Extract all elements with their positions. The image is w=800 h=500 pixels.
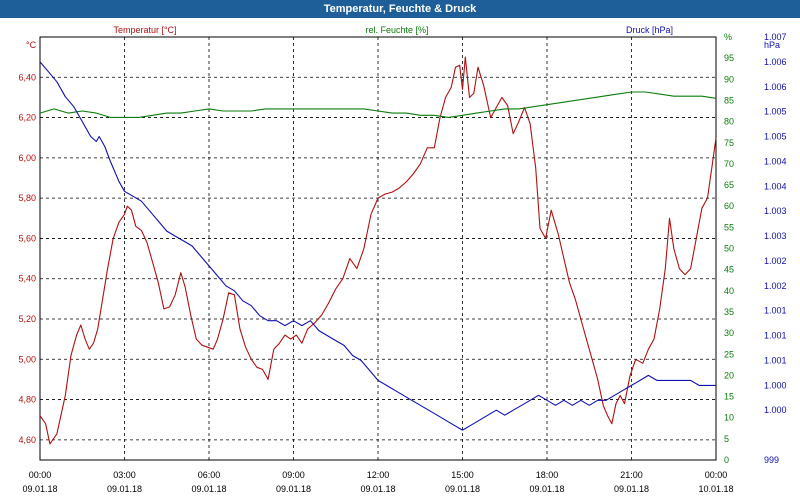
pressure-tick-label: 1.001 (764, 331, 787, 341)
pressure-tick-label: 1.000 (764, 405, 787, 415)
x-tick-time: 06:00 (198, 470, 221, 480)
temperature-tick-label: 6,40 (18, 72, 36, 82)
temperature-tick-label: 6,20 (18, 113, 36, 123)
temperature-tick-label: 5,40 (18, 274, 36, 284)
x-tick-date: 09.01.18 (276, 484, 311, 494)
pressure-tick-label: 1.006 (764, 57, 787, 67)
humidity-tick-label: 95 (724, 53, 734, 63)
temperature-tick-label: 5,60 (18, 233, 36, 243)
pressure-tick-label: 1.000 (764, 380, 787, 390)
temperature-tick-label: 5,00 (18, 354, 36, 364)
x-tick-time: 00:00 (705, 470, 728, 480)
pressure-tick-label: 1.006 (764, 82, 787, 92)
pressure-tick-label: 1.005 (764, 107, 787, 117)
temperature-series-title: Temperatur [°C] (113, 25, 176, 35)
humidity-tick-label: 60 (724, 201, 734, 211)
humidity-tick-label: 65 (724, 180, 734, 190)
x-tick-date: 09.01.18 (22, 484, 57, 494)
pressure-tick-label: 1.004 (764, 181, 787, 191)
x-tick-date: 09.01.18 (107, 484, 142, 494)
humidity-tick-label: 20 (724, 370, 734, 380)
x-tick-date: 09.01.18 (529, 484, 564, 494)
pressure-unit-label: hPa (764, 40, 780, 50)
x-tick-date: 10.01.18 (698, 484, 733, 494)
x-tick-time: 15:00 (451, 470, 474, 480)
temperature-tick-label: 4,60 (18, 435, 36, 445)
x-tick-time: 18:00 (536, 470, 559, 480)
pressure-tick-label: 1.003 (764, 231, 787, 241)
x-tick-time: 21:00 (620, 470, 643, 480)
humidity-series-line (39, 91, 717, 118)
humidity-tick-label: 15 (724, 392, 734, 402)
pressure-tick-label: 1.001 (764, 306, 787, 316)
pressure-tick-label: 1.007 (764, 32, 787, 42)
temperature-tick-label: 5,20 (18, 314, 36, 324)
humidity-tick-label: 40 (724, 286, 734, 296)
pressure-tick-label: 1.002 (764, 281, 787, 291)
humidity-tick-label: 5 (724, 434, 729, 444)
pressure-tick-label: 1.005 (764, 132, 787, 142)
humidity-tick-label: 90 (724, 74, 734, 84)
x-tick-date: 09.01.18 (191, 484, 226, 494)
temperature-tick-label: 6,00 (18, 153, 36, 163)
humidity-tick-label: 55 (724, 222, 734, 232)
x-tick-date: 09.01.18 (445, 484, 480, 494)
x-tick-date: 09.01.18 (614, 484, 649, 494)
x-tick-time: 03:00 (113, 470, 136, 480)
humidity-tick-label: 25 (724, 349, 734, 359)
humidity-tick-label: 30 (724, 328, 734, 338)
x-tick-time: 09:00 (282, 470, 305, 480)
temperature-tick-label: 4,80 (18, 395, 36, 405)
pressure-series-line (39, 61, 716, 431)
humidity-tick-label: 85 (724, 95, 734, 105)
x-tick-date: 09.01.18 (360, 484, 395, 494)
humidity-tick-label: 70 (724, 159, 734, 169)
humidity-tick-label: 80 (724, 117, 734, 127)
pressure-tick-label: 1.001 (764, 355, 787, 365)
humidity-tick-label: 0 (724, 455, 729, 465)
pressure-tick-label: 999 (764, 455, 779, 465)
pressure-series-title: Druck [hPa] (626, 25, 673, 35)
temperature-unit-label: °C (26, 40, 37, 50)
x-tick-time: 00:00 (29, 470, 52, 480)
pressure-tick-label: 1.004 (764, 156, 787, 166)
humidity-series-title: rel. Feuchte [%] (365, 25, 428, 35)
pressure-tick-label: 1.003 (764, 206, 787, 216)
humidity-tick-label: 10 (724, 413, 734, 423)
humidity-tick-label: 75 (724, 138, 734, 148)
x-tick-time: 12:00 (367, 470, 390, 480)
temperature-series-line (39, 56, 717, 445)
humidity-tick-label: 45 (724, 265, 734, 275)
chart-title: Temperatur, Feuchte & Druck (0, 0, 800, 18)
humidity-tick-label: 50 (724, 244, 734, 254)
humidity-tick-label: % (724, 32, 732, 42)
humidity-tick-label: 35 (724, 307, 734, 317)
temperature-tick-label: 5,80 (18, 193, 36, 203)
pressure-tick-label: 1.002 (764, 256, 787, 266)
